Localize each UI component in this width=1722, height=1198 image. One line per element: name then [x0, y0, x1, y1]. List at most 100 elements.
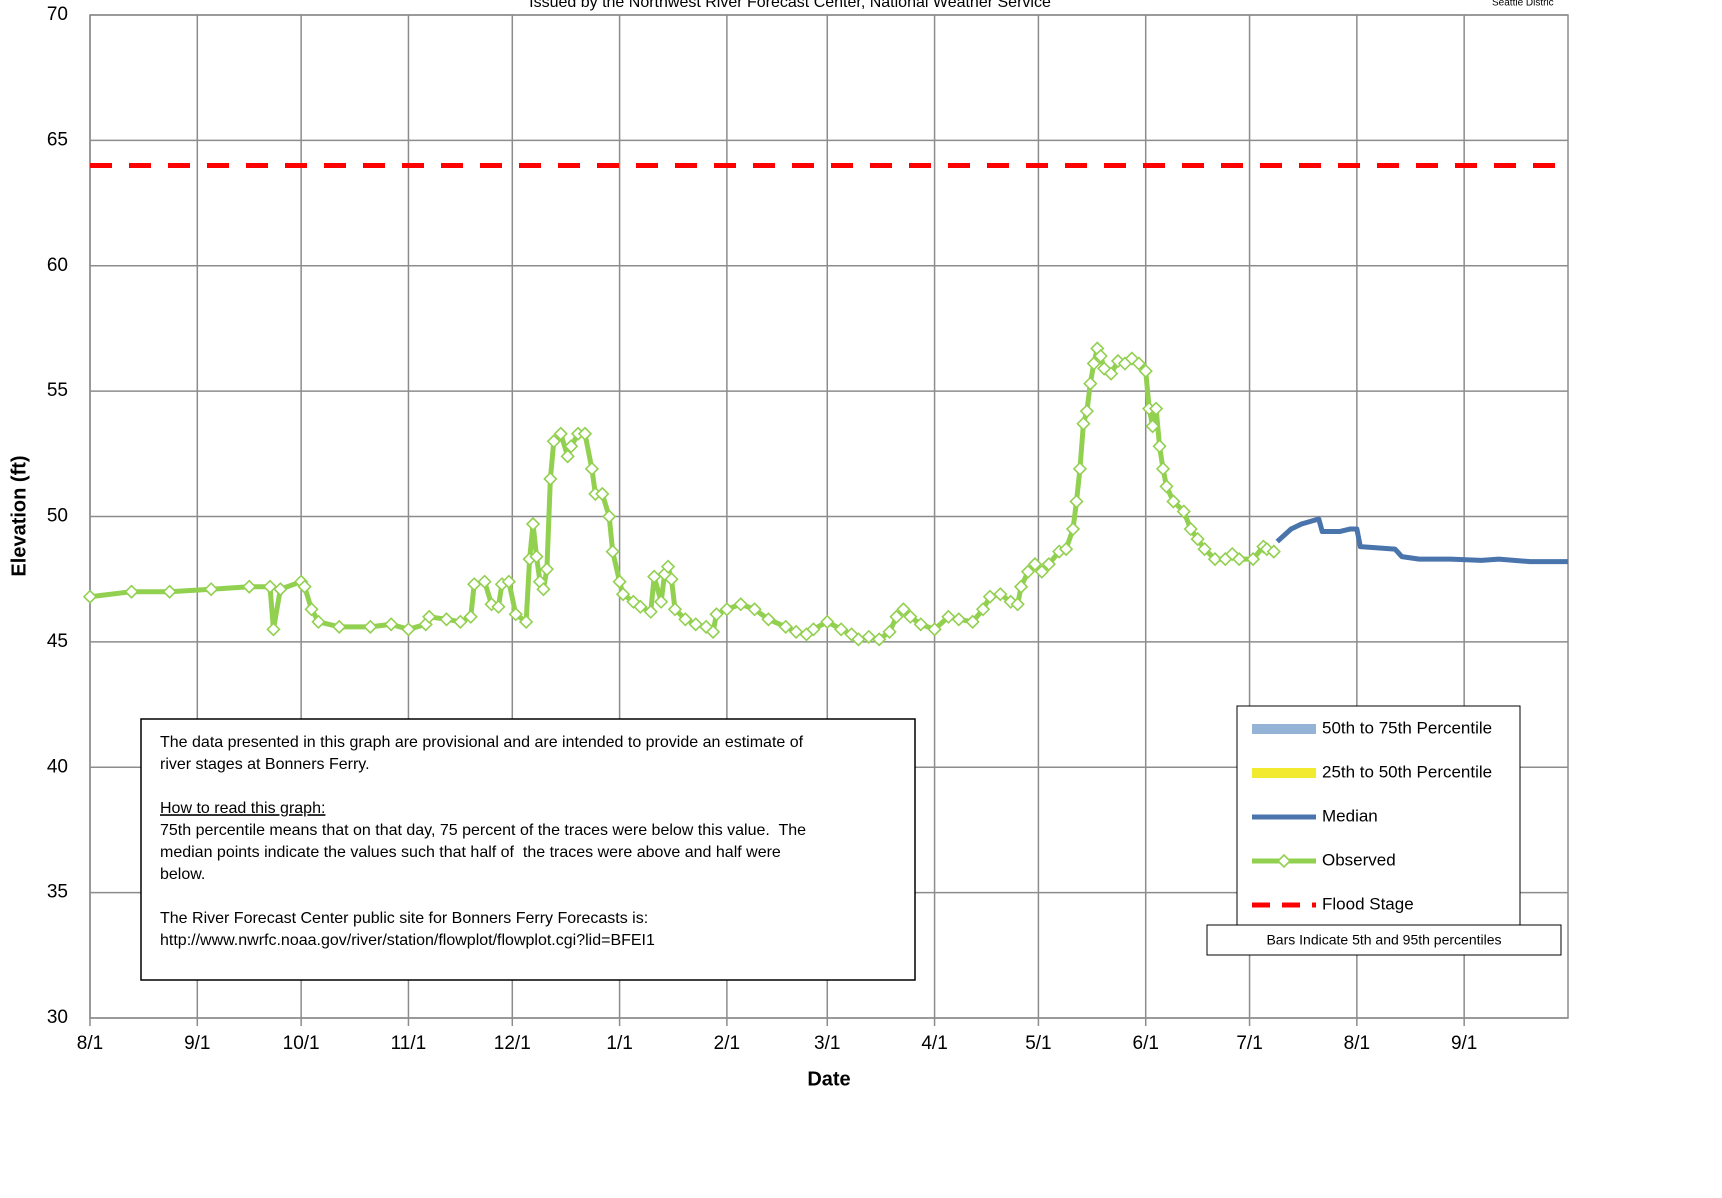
data-point: [747, 602, 762, 617]
data-point: [543, 471, 558, 487]
data-point: [612, 574, 627, 589]
note-text: How to read this graph:: [160, 800, 325, 817]
data-point: [705, 624, 721, 639]
data-point: [1069, 494, 1084, 509]
data-point: [951, 612, 966, 627]
x-tick-label: 12/1: [494, 1033, 531, 1054]
series-line: [89, 345, 1275, 642]
data-point: [262, 579, 278, 594]
data-point: [1072, 461, 1088, 476]
data-point: [927, 622, 942, 637]
data-point: [833, 622, 849, 637]
series-line: [1275, 516, 1568, 565]
data-point: [1225, 546, 1240, 562]
data-point: [463, 609, 478, 624]
data-point: [778, 619, 793, 634]
data-point: [1076, 416, 1091, 431]
data-point: [719, 602, 735, 617]
data-point: [577, 426, 593, 441]
data-point: [1148, 401, 1164, 416]
data-point: [903, 609, 918, 624]
y-tick-label: 55: [47, 380, 68, 401]
y-tick-label: 60: [47, 255, 68, 276]
data-point: [861, 629, 876, 644]
data-point: [273, 582, 288, 597]
y-axis-label: Elevation (ft): [8, 455, 30, 576]
x-tick-label: 3/1: [814, 1033, 840, 1054]
x-tick-label: 9/1: [1451, 1033, 1477, 1054]
data-point: [1197, 541, 1212, 557]
legend-marker: [1276, 853, 1292, 869]
legend-swatch: [1252, 724, 1316, 734]
plot-border: [89, 14, 1569, 1019]
data-point: [162, 584, 177, 599]
note-text: The River Forecast Center public site fo…: [160, 910, 648, 927]
data-point: [518, 614, 534, 629]
data-point: [1027, 557, 1043, 572]
data-point: [595, 486, 610, 502]
note-text: The data presented in this graph are pro…: [160, 734, 804, 751]
data-point: [584, 461, 600, 476]
y-tick-label: 70: [47, 4, 68, 25]
data-point: [204, 582, 219, 597]
data-point: [1166, 494, 1181, 509]
y-tick-label: 30: [47, 1007, 68, 1028]
data-point: [698, 619, 714, 634]
x-tick-label: 1/1: [606, 1033, 632, 1054]
data-point: [806, 622, 821, 637]
note-text: http://www.nwrfc.noaa.gov/river/station/…: [160, 932, 655, 949]
data-point: [1152, 439, 1167, 454]
data-point: [1176, 504, 1191, 519]
y-tick-label: 40: [47, 756, 68, 777]
data-point: [311, 614, 326, 629]
legend-note: Bars Indicate 5th and 95th percentiles: [1266, 932, 1501, 948]
x-tick-label: 8/1: [77, 1033, 103, 1054]
data-point: [560, 449, 575, 464]
data-point: [1266, 544, 1281, 559]
note-box: [140, 718, 916, 981]
legend-swatch: [1252, 768, 1316, 778]
data-point: [304, 602, 319, 617]
data-point: [896, 602, 911, 617]
data-point: [913, 617, 928, 632]
data-point: [467, 577, 482, 592]
data-point: [993, 587, 1008, 602]
data-point: [1097, 361, 1112, 376]
note-text: median points indicate the values such t…: [160, 844, 781, 861]
data-point: [563, 439, 579, 454]
data-point: [1155, 461, 1171, 476]
data-point: [1013, 579, 1029, 594]
data-point: [539, 562, 555, 577]
y-tick-label: 50: [47, 506, 68, 527]
data-point: [1010, 597, 1025, 612]
x-tick-label: 10/1: [283, 1033, 320, 1054]
data-point: [643, 604, 658, 619]
x-tick-label: 7/1: [1236, 1033, 1262, 1054]
data-point: [761, 612, 776, 627]
y-tick-label: 35: [47, 882, 68, 903]
data-point: [1207, 551, 1223, 567]
data-point: [788, 624, 804, 639]
data-point: [1245, 551, 1261, 567]
legend-label: Observed: [1322, 850, 1396, 869]
data-point: [820, 614, 835, 629]
data-point: [1079, 404, 1095, 419]
data-point: [688, 617, 703, 632]
data-point: [1131, 356, 1146, 371]
data-point: [605, 544, 620, 559]
data-point: [1083, 376, 1098, 391]
data-point: [872, 632, 887, 647]
data-point: [477, 574, 492, 589]
data-point: [242, 579, 257, 594]
x-tick-label: 9/1: [184, 1033, 210, 1054]
data-point: [975, 602, 991, 617]
data-point: [384, 617, 399, 632]
data-point: [439, 612, 454, 627]
y-tick-label: 45: [47, 631, 68, 652]
data-point: [422, 609, 437, 624]
data-point: [525, 516, 541, 532]
x-tick-label: 5/1: [1025, 1033, 1051, 1054]
data-point: [484, 597, 499, 612]
data-point: [1232, 551, 1247, 567]
data-point: [647, 569, 662, 584]
